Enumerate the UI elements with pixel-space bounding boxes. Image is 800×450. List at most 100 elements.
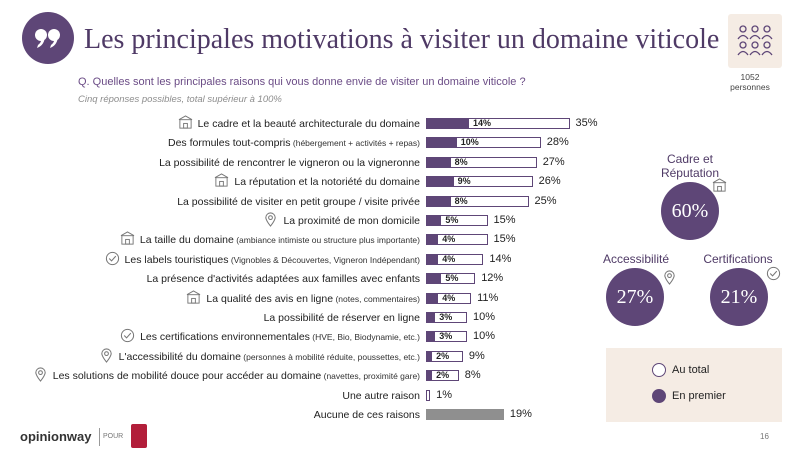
legend-first-marker: [652, 389, 666, 403]
value-label-first: 14%: [473, 118, 492, 128]
category-label: Les certifications environnementales (HV…: [140, 330, 420, 344]
value-label-first: 2%: [436, 370, 450, 381]
category-label: La taille du domaine (ambiance intimiste…: [140, 233, 420, 247]
legend-total-label: Au total: [672, 364, 710, 376]
subnote-text: Cinq réponses possibles, total supérieur…: [78, 94, 282, 105]
summary-circle: 27%: [606, 268, 664, 326]
category-label: La qualité des avis en ligne (notes, com…: [206, 292, 420, 306]
bar-first: [426, 118, 470, 129]
bar-first: [426, 156, 451, 168]
category-label-text: Les solutions de mobilité douce pour acc…: [52, 370, 322, 383]
summary-label: Certifications: [703, 252, 773, 266]
summary-circle: 60%: [661, 182, 719, 240]
bar-first: [426, 234, 439, 246]
bar-first: [426, 215, 442, 226]
category-label-text: La possibilité de visiter en petit group…: [177, 195, 420, 208]
building-icon: [178, 115, 192, 129]
location-pin-icon: [100, 348, 112, 363]
summary-label: Cadre et Réputation: [660, 152, 720, 180]
category-label-text: La possibilité de rencontrer le vigneron…: [159, 156, 420, 169]
value-label-first: 5%: [445, 273, 459, 284]
value-label-first: 4%: [442, 253, 456, 264]
category-label-text: Les labels touristiques: [124, 253, 229, 266]
category-label: La réputation et la notoriété du domaine: [234, 175, 420, 189]
value-label-total: 14%: [489, 252, 512, 265]
bar-first: [426, 331, 436, 343]
building-icon: [187, 289, 201, 304]
value-label-total: 9%: [468, 349, 485, 362]
value-label-total: 15%: [493, 214, 516, 226]
value-label-first: 2%: [436, 350, 450, 361]
chart-legend: Au total En premier: [606, 348, 782, 422]
page-title: Les principales motivations à visiter un…: [84, 24, 720, 55]
bar-first: [426, 292, 439, 304]
building-icon: [120, 231, 135, 245]
category-label-text: La qualité des avis en ligne: [206, 292, 334, 305]
sample-count: 1052: [740, 72, 760, 82]
value-label-total: 19%: [509, 408, 532, 420]
brand-logo: opinionway: [20, 429, 92, 444]
bar-first: [426, 370, 433, 382]
category-detail: (notes, commentaires): [333, 293, 420, 304]
category-label-text: La taille du domaine: [139, 234, 234, 247]
building-icon: [712, 178, 727, 192]
category-label: La possibilité de rencontrer le vigneron…: [159, 156, 420, 170]
people-icon: [737, 25, 773, 56]
category-label: Le cadre et la beauté architecturale du …: [198, 117, 420, 131]
category-label: Les labels touristiques (Vignobles & Déc…: [125, 253, 420, 267]
value-label-first: 3%: [439, 331, 453, 342]
category-label-text: Des formules tout-compris: [167, 137, 291, 150]
question-text: Q. Quelles sont les principales raisons …: [78, 76, 526, 88]
sample-unit: personnes: [730, 82, 770, 92]
location-pin-icon: [35, 367, 46, 383]
check-circle-icon: [120, 329, 135, 343]
bar-first: [426, 176, 454, 188]
value-label-first: 4%: [442, 292, 456, 303]
category-detail: (navettes, proximité gare): [321, 371, 420, 382]
category-label: La proximité de mon domicile: [283, 214, 420, 228]
category-label: Des formules tout-compris (hébergement +…: [168, 136, 420, 150]
value-label-total: 10%: [473, 330, 496, 343]
category-label-text: L'accessibilité du domaine: [118, 350, 241, 363]
category-detail: (Vignobles & Découvertes, Vigneron Indép…: [228, 254, 420, 265]
bar-first: [426, 350, 433, 362]
category-label: Aucune de ces raisons: [314, 408, 420, 422]
value-label-total: 10%: [473, 311, 496, 323]
category-detail: (ambiance intimiste ou structure plus im…: [233, 235, 420, 246]
category-label: La présence d'activités adaptées aux fam…: [147, 272, 420, 286]
category-label-text: La proximité de mon domicile: [283, 215, 420, 227]
category-label-text: Le cadre et la beauté architecturale du …: [197, 118, 420, 130]
category-label: L'accessibilité du domaine (personnes à …: [119, 350, 420, 364]
building-icon: [215, 173, 229, 187]
category-label: La possibilité de réserver en ligne: [264, 311, 420, 325]
value-label-first: 3%: [439, 312, 453, 322]
category-detail: (hébergement + activités + repas): [290, 138, 420, 149]
value-label-first: 9%: [457, 176, 471, 187]
bar-first: [426, 273, 442, 285]
sample-badge: [728, 14, 782, 68]
value-label-total: 8%: [464, 369, 481, 382]
check-circle-icon: [105, 251, 119, 265]
category-label-text: Une autre raison: [342, 389, 420, 402]
category-detail: (HVE, Bio, Biodynamie, etc.): [309, 332, 420, 343]
category-label-text: Aucune de ces raisons: [313, 409, 420, 421]
value-label-total: 25%: [534, 194, 557, 207]
value-label-first: 5%: [445, 215, 459, 225]
category-label-text: La présence d'activités adaptées aux fam…: [146, 273, 420, 286]
summary-circle: 21%: [710, 268, 768, 326]
category-label-text: La réputation et la notoriété du domaine: [234, 176, 420, 189]
location-pin-icon: [265, 212, 277, 227]
value-label-total: 15%: [493, 233, 516, 246]
bar-first: [426, 312, 436, 323]
value-label-total: 28%: [546, 136, 569, 149]
value-label-total: 11%: [477, 291, 499, 304]
category-label: La possibilité de visiter en petit group…: [177, 195, 420, 209]
quote-icon: [35, 29, 60, 48]
legend-total-marker: [652, 363, 666, 377]
value-label-total: 27%: [542, 155, 565, 168]
category-label: Les solutions de mobilité douce pour acc…: [53, 369, 420, 383]
location-pin-icon: [664, 270, 675, 285]
legend-first-label: En premier: [672, 390, 726, 402]
value-label-total: 26%: [538, 175, 561, 188]
bar-total: [426, 389, 431, 401]
